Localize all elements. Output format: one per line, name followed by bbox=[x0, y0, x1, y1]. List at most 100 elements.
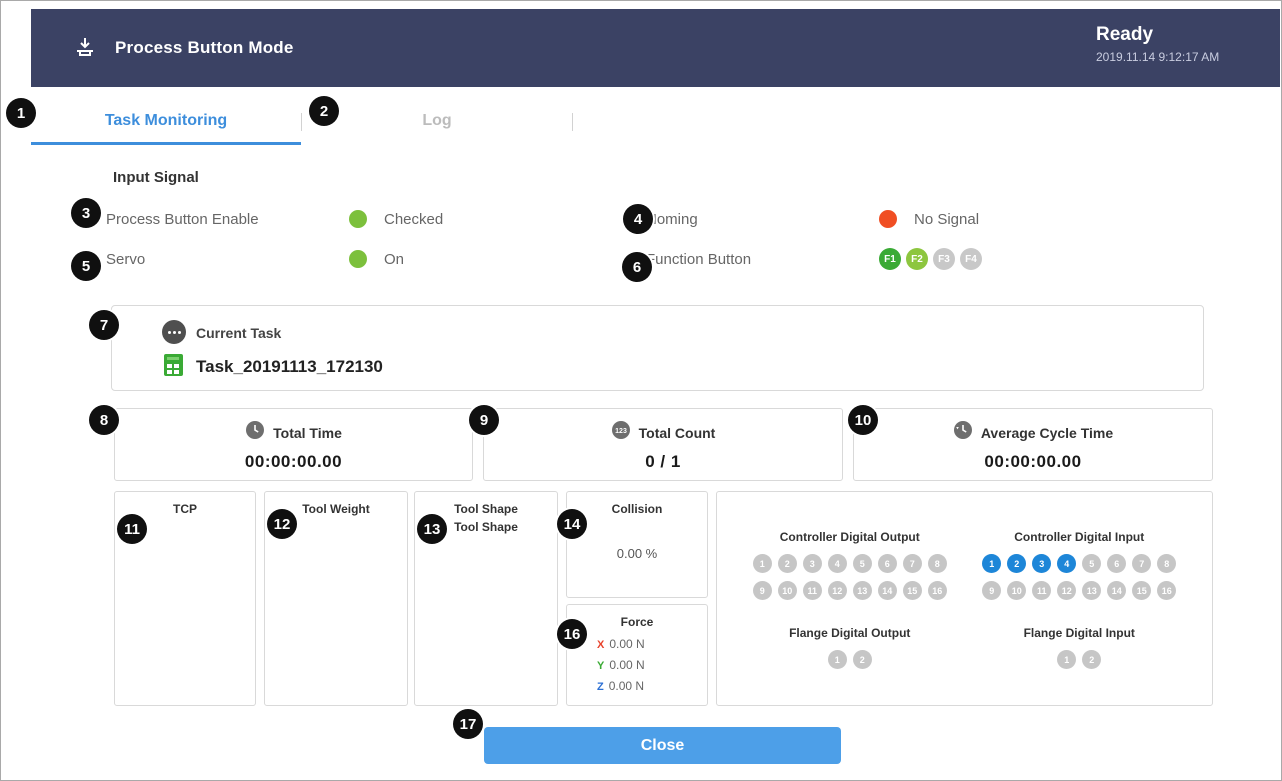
ellipsis-icon bbox=[162, 320, 186, 344]
callout-badge-9: 9 bbox=[469, 405, 499, 435]
io-dot-8: 8 bbox=[927, 554, 947, 573]
label-homing: Homing bbox=[646, 211, 698, 228]
homing-status-text: No Signal bbox=[914, 211, 980, 228]
tab-task-monitoring[interactable]: Task Monitoring bbox=[31, 99, 301, 145]
average-cycle-time-label: Average Cycle Time bbox=[980, 424, 1114, 441]
cycle-clock-icon bbox=[953, 420, 973, 445]
tab-log[interactable]: Log bbox=[422, 112, 452, 129]
io-dot-1: 1 bbox=[752, 554, 772, 573]
current-task-label: Current Task bbox=[196, 325, 282, 341]
io-dot-2: 2 bbox=[1007, 554, 1027, 573]
tab-bar: Task Monitoring Log bbox=[31, 99, 1281, 145]
total-count-panel: 123 Total Count 0 / 1 bbox=[483, 408, 843, 481]
total-time-panel: Total Time 00:00:00.00 bbox=[114, 408, 473, 481]
function-button-f1: F1 bbox=[879, 248, 901, 270]
digital-io-panel: Controller Digital Output 1 2 3 4 5 6 7 8 9 10 11 1… bbox=[716, 491, 1213, 706]
io-dot-12: 12 bbox=[827, 581, 847, 600]
count-123-icon: 123 bbox=[611, 420, 631, 445]
tool-shape-label: Tool Shape bbox=[454, 502, 518, 516]
io-dot-14: 14 bbox=[1107, 581, 1127, 600]
io-dot-7: 7 bbox=[1132, 554, 1152, 573]
force-z-row: Z 0.00 N bbox=[597, 679, 707, 693]
io-dot-16: 16 bbox=[927, 581, 947, 600]
io-dot-9: 9 bbox=[752, 581, 772, 600]
tab-divider bbox=[301, 113, 302, 131]
callout-badge-17: 17 bbox=[453, 709, 483, 739]
force-x-value: 0.00 N bbox=[609, 637, 645, 651]
callout-badge-4: 4 bbox=[623, 204, 653, 234]
collision-panel: Collision 0.00 % bbox=[566, 491, 708, 598]
io-dot-2: 2 bbox=[852, 650, 872, 669]
collision-label: Collision bbox=[611, 502, 663, 516]
average-cycle-time-panel: Average Cycle Time 00:00:00.00 bbox=[853, 408, 1213, 481]
flange-digital-input-label: Flange Digital Input bbox=[1023, 626, 1135, 640]
close-button[interactable]: Close bbox=[484, 727, 841, 764]
collision-value: 0.00 % bbox=[616, 546, 658, 561]
io-dot-13: 13 bbox=[1082, 581, 1102, 600]
io-dot-2: 2 bbox=[1082, 650, 1102, 669]
label-process-button-enable: Process Button Enable bbox=[106, 211, 259, 228]
force-z-axis: Z bbox=[597, 681, 604, 693]
total-count-label: Total Count bbox=[638, 424, 716, 441]
io-dot-1: 1 bbox=[827, 650, 847, 669]
callout-badge-14: 14 bbox=[557, 509, 587, 539]
io-dot-6: 6 bbox=[1107, 554, 1127, 573]
flange-digital-output-label: Flange Digital Output bbox=[789, 626, 911, 640]
average-cycle-time-value: 00:00:00.00 bbox=[984, 452, 1082, 471]
force-panel: Force X 0.00 N Y 0.00 N Z 0.00 N bbox=[566, 604, 708, 706]
callout-badge-3: 3 bbox=[71, 198, 101, 228]
dialog-title: Process Button Mode bbox=[115, 38, 294, 57]
current-task-name: Task_20191113_172130 bbox=[196, 357, 383, 376]
io-dot-5: 5 bbox=[1082, 554, 1102, 573]
controller-digital-output-dots: 1 2 3 4 5 6 7 8 9 10 11 12 13 14 15 16 bbox=[752, 554, 947, 600]
io-dot-9: 9 bbox=[982, 581, 1002, 600]
process-button-enable-status-dot bbox=[349, 210, 367, 228]
clock-icon bbox=[245, 420, 265, 445]
force-x-axis: X bbox=[597, 639, 605, 651]
input-signal-heading: Input Signal bbox=[113, 169, 199, 186]
io-dot-2: 2 bbox=[777, 554, 797, 573]
callout-badge-6: 6 bbox=[622, 252, 652, 282]
controller-digital-output-label: Controller Digital Output bbox=[779, 530, 920, 544]
callout-badge-5: 5 bbox=[71, 251, 101, 281]
label-function-button: Function Button bbox=[646, 251, 752, 268]
controller-digital-input-group: Controller Digital Input 1 2 3 4 5 6 7 8 9 10 11 12… bbox=[965, 530, 1195, 600]
task-file-icon bbox=[163, 353, 184, 382]
force-y-row: Y 0.00 N bbox=[597, 658, 707, 672]
servo-status-dot bbox=[349, 250, 367, 268]
robot-status: Ready 2019.11.14 9:12:17 AM bbox=[1096, 24, 1219, 64]
servo-status-text: On bbox=[384, 251, 405, 268]
process-button-mode-icon bbox=[71, 34, 99, 62]
io-dot-11: 11 bbox=[802, 581, 822, 600]
force-label: Force bbox=[620, 615, 654, 629]
io-dot-1: 1 bbox=[982, 554, 1002, 573]
callout-badge-12: 12 bbox=[267, 509, 297, 539]
homing-status-dot bbox=[879, 210, 897, 228]
tool-weight-label: Tool Weight bbox=[302, 502, 370, 516]
process-button-enable-status-text: Checked bbox=[384, 211, 444, 228]
callout-badge-2: 2 bbox=[309, 96, 339, 126]
io-dot-7: 7 bbox=[902, 554, 922, 573]
tab-divider bbox=[572, 113, 573, 131]
io-dot-1: 1 bbox=[1057, 650, 1077, 669]
tcp-panel: TCP bbox=[114, 491, 256, 706]
io-dot-15: 15 bbox=[1132, 581, 1152, 600]
io-dot-3: 3 bbox=[802, 554, 822, 573]
force-z-value: 0.00 N bbox=[608, 679, 645, 693]
status-text: Ready bbox=[1096, 24, 1154, 45]
io-dot-15: 15 bbox=[902, 581, 922, 600]
io-dot-4: 4 bbox=[827, 554, 847, 573]
force-y-axis: Y bbox=[597, 660, 605, 672]
callout-badge-8: 8 bbox=[89, 405, 119, 435]
callout-badge-16: 16 bbox=[557, 619, 587, 649]
callout-badge-10: 10 bbox=[848, 405, 878, 435]
total-time-value: 00:00:00.00 bbox=[244, 452, 343, 471]
controller-digital-input-dots: 1 2 3 4 5 6 7 8 9 10 11 12 13 14 15 16 bbox=[982, 554, 1177, 600]
callout-badge-7: 7 bbox=[89, 310, 119, 340]
tool-shape-panel: Tool Shape Tool Shape bbox=[414, 491, 558, 706]
controller-digital-input-label: Controller Digital Input bbox=[1014, 530, 1145, 544]
